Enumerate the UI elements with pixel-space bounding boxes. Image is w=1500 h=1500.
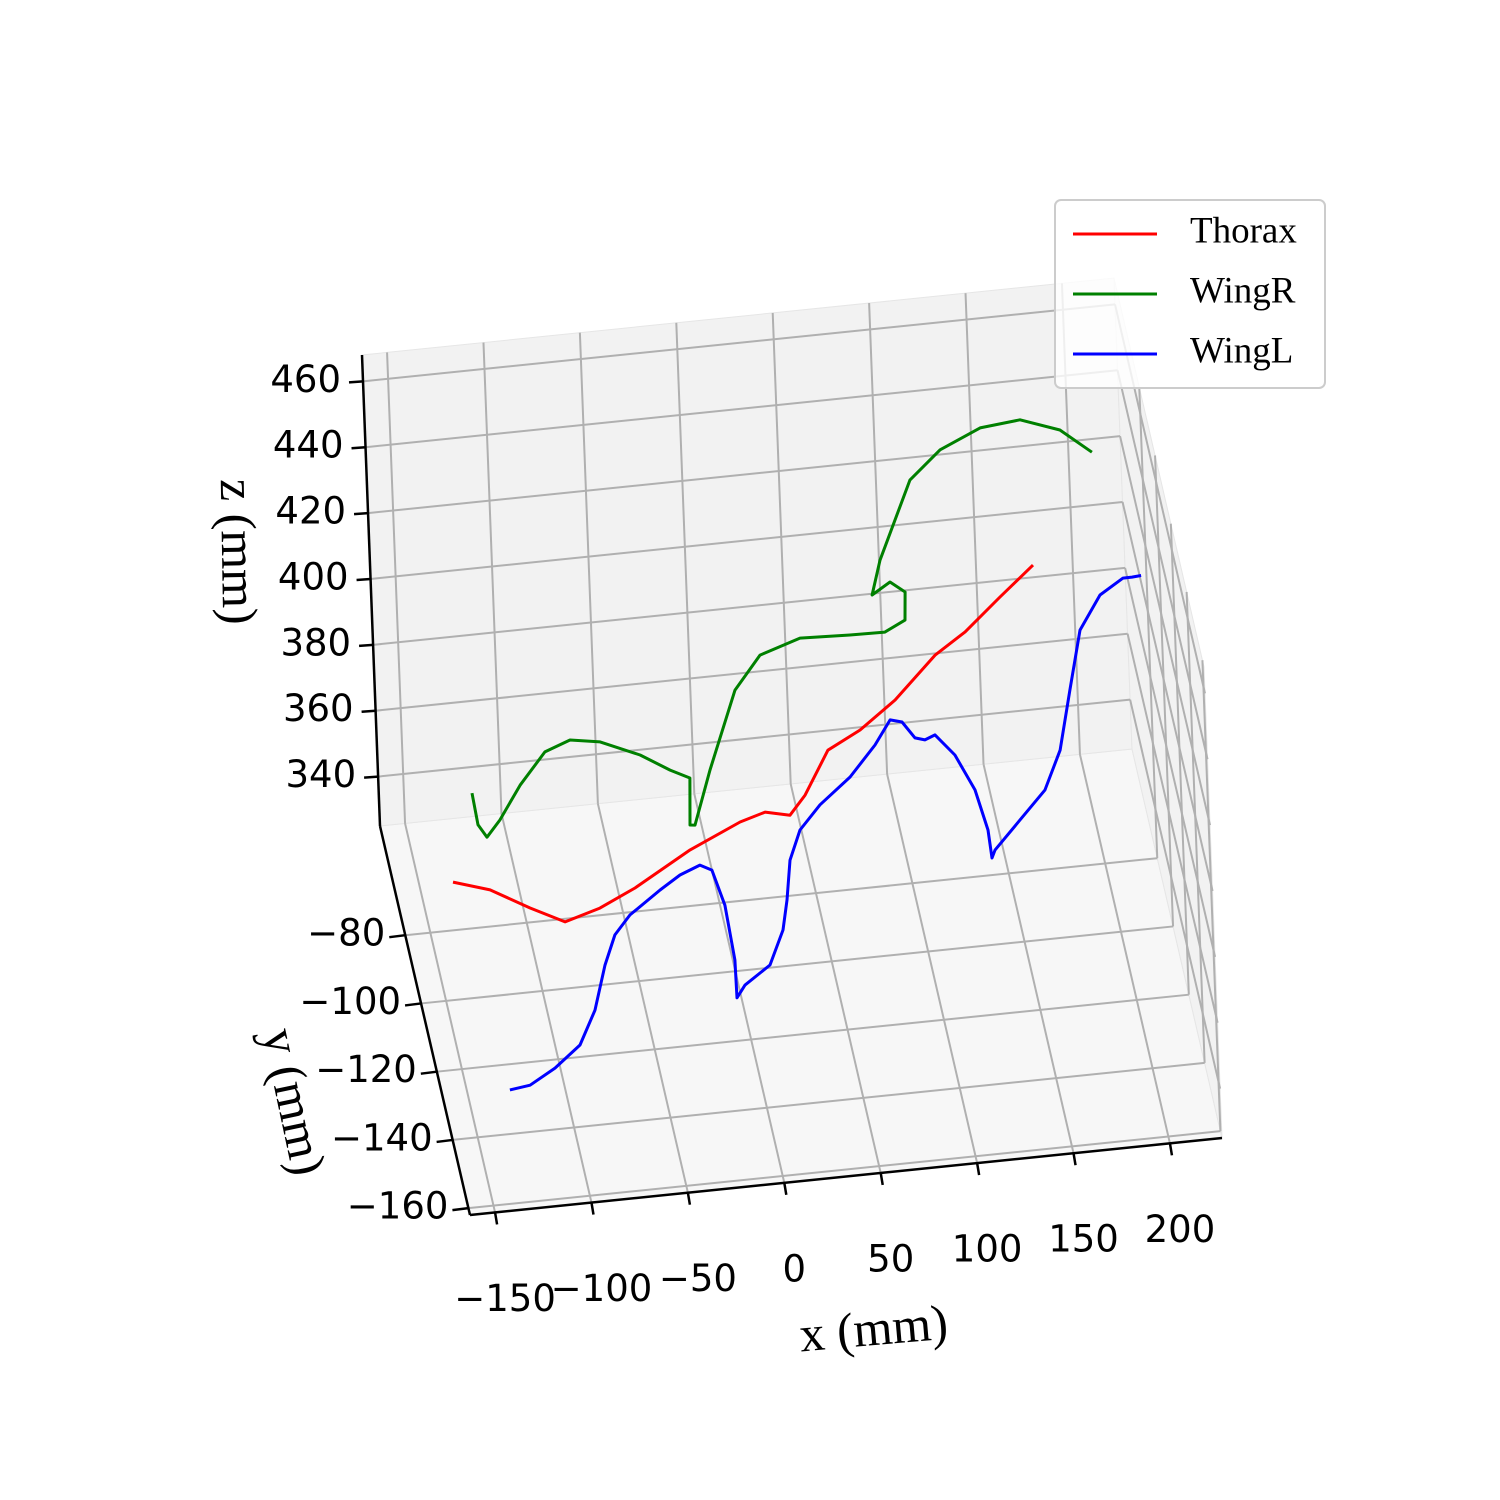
y-tick-label: −160 <box>347 1185 449 1228</box>
grid-line <box>482 342 503 814</box>
x-tick-label: 50 <box>867 1237 914 1280</box>
y-tick-mark <box>420 1070 437 1075</box>
grid-line <box>1121 501 1214 892</box>
z-tick-label: 420 <box>275 490 346 533</box>
z-tick-mark <box>356 577 371 582</box>
grid-line <box>1129 699 1222 1089</box>
grid-line <box>375 632 1128 712</box>
grid-line <box>468 1130 1221 1210</box>
x-tick-mark <box>1168 1143 1174 1156</box>
z-tick-mark <box>361 709 376 713</box>
x-tick-mark <box>590 1202 595 1215</box>
grid-line <box>1185 591 1206 1063</box>
z-tick-mark <box>364 775 379 779</box>
grid <box>362 283 1222 1213</box>
x-tick-mark <box>975 1162 981 1176</box>
x-tick-label: 150 <box>1048 1218 1119 1261</box>
grid-line <box>596 803 689 1193</box>
x-tick-label: 0 <box>783 1247 807 1290</box>
series-line <box>509 574 1142 1092</box>
grid-line <box>693 793 786 1184</box>
z-axis-label: z (mm) <box>210 478 269 625</box>
grid-line <box>452 1061 1205 1141</box>
x-tick-label: −100 <box>551 1267 653 1310</box>
z-tick-mark <box>351 445 366 450</box>
grid-line <box>362 303 1116 383</box>
z-tick-label: 460 <box>270 358 341 401</box>
y-tick-label: −80 <box>307 912 385 955</box>
grid-line <box>1119 435 1212 826</box>
z-tick-label: 360 <box>283 687 354 730</box>
x-tick-label: −50 <box>659 1257 737 1300</box>
legend: Thorax WingR WingL <box>1054 199 1326 389</box>
y-tick-mark <box>389 933 406 939</box>
grid-line <box>964 293 985 765</box>
x-axis-line <box>469 1136 1223 1217</box>
z-tick-label: 380 <box>280 621 351 664</box>
grid-line <box>1116 369 1209 760</box>
x-tick-mark <box>879 1172 884 1186</box>
x-tick-mark <box>493 1212 499 1225</box>
grid-line <box>1126 633 1219 1023</box>
series-line <box>470 418 1093 839</box>
grid-line <box>1201 660 1222 1132</box>
y-tick-mark <box>436 1138 453 1144</box>
z-tick-label: 440 <box>273 424 344 467</box>
z-tick-mark <box>348 380 364 384</box>
panes <box>361 277 1223 1216</box>
x-tick-label: 100 <box>952 1228 1023 1271</box>
grid-line <box>789 783 882 1174</box>
legend-box <box>1054 199 1326 389</box>
grid-line <box>386 352 407 824</box>
legend-label: WingR <box>1190 270 1296 311</box>
grid-line <box>868 303 889 775</box>
x-tick-label: 200 <box>1145 1208 1216 1251</box>
z-tick-label: 400 <box>278 555 349 598</box>
grid-line <box>378 698 1131 778</box>
y-axis-label: y (mm) <box>252 1023 338 1180</box>
back-pane <box>361 277 1133 827</box>
y-axis-line <box>378 825 472 1216</box>
grid-line <box>420 925 1174 1005</box>
grid-line <box>675 322 696 794</box>
grid-line <box>405 857 1158 937</box>
grid-line <box>1169 523 1190 995</box>
grid-line <box>578 332 599 804</box>
series-line <box>452 564 1035 924</box>
grid-line <box>982 763 1075 1154</box>
x-axis-label: x (mm) <box>797 1294 950 1363</box>
y-tick-label: −100 <box>299 980 401 1023</box>
grid-line <box>372 566 1126 646</box>
grid-line <box>370 500 1123 580</box>
x-tick-label: −150 <box>454 1277 556 1320</box>
x-tick-mark <box>1072 1152 1077 1166</box>
y-tick-label: −120 <box>315 1048 417 1091</box>
x-tick-mark <box>783 1182 788 1196</box>
grid-line <box>771 312 792 784</box>
z-tick-mark <box>358 643 374 648</box>
y-tick-mark <box>452 1206 469 1212</box>
z-axis-line <box>360 354 382 827</box>
grid-line <box>367 435 1121 515</box>
legend-label: WingL <box>1190 330 1293 371</box>
y-tick-mark <box>404 1002 422 1007</box>
grid-line <box>886 773 979 1164</box>
axes: −150−100 −50 0 50 100 150 200−160−140−120−100−… <box>270 354 1223 1320</box>
grid-line <box>500 813 593 1203</box>
grid-line <box>1154 455 1175 927</box>
grid-line <box>1138 387 1159 859</box>
x-tick-mark <box>686 1192 692 1205</box>
grid-line <box>1124 567 1217 958</box>
grid-line <box>436 993 1189 1073</box>
grid-line <box>1078 754 1171 1144</box>
grid-line <box>365 369 1118 449</box>
legend-label: Thorax <box>1190 210 1297 251</box>
data-lines <box>452 418 1142 1092</box>
y-tick-label: −140 <box>331 1116 433 1159</box>
z-tick-label: 340 <box>285 753 356 796</box>
z-tick-mark <box>353 511 369 516</box>
grid-line <box>404 823 497 1213</box>
